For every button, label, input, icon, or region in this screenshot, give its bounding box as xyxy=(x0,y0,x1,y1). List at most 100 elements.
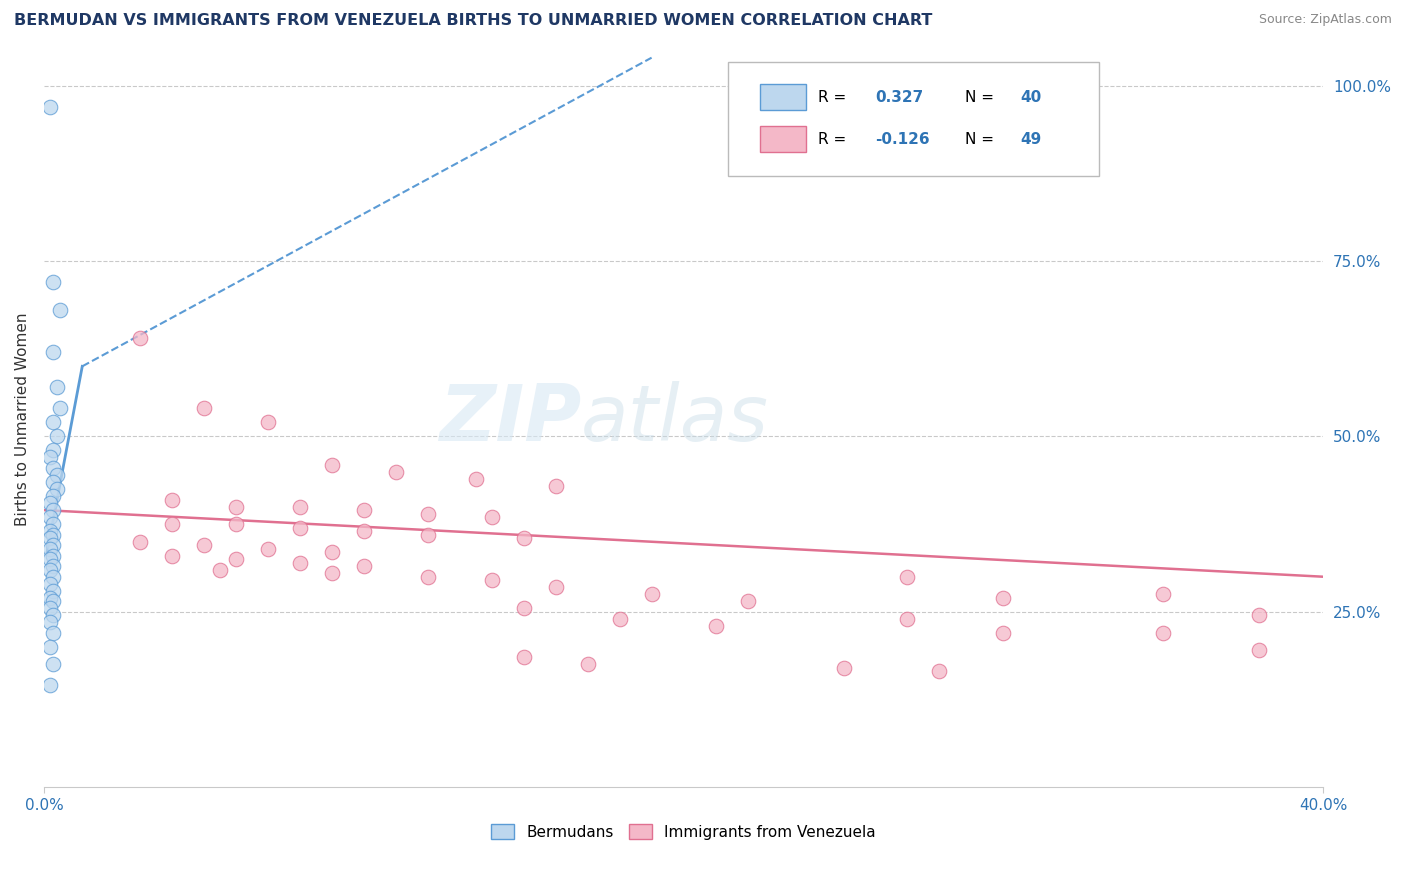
Point xyxy=(39,563,62,577)
Point xyxy=(42,608,65,623)
Point xyxy=(160,492,183,507)
Point xyxy=(42,657,65,672)
Text: R =: R = xyxy=(818,89,851,104)
Point xyxy=(42,594,65,608)
Point xyxy=(416,570,439,584)
Point xyxy=(39,552,62,566)
Point xyxy=(49,401,72,416)
Point xyxy=(1152,587,1174,601)
Point xyxy=(45,482,67,496)
Point xyxy=(288,556,311,570)
Point xyxy=(321,458,343,472)
Point xyxy=(39,541,62,556)
Point xyxy=(39,591,62,605)
Point xyxy=(39,615,62,630)
Point xyxy=(321,545,343,559)
FancyBboxPatch shape xyxy=(761,126,807,153)
Point xyxy=(1249,608,1271,623)
FancyBboxPatch shape xyxy=(761,84,807,111)
Point xyxy=(993,625,1015,640)
Point xyxy=(576,657,599,672)
Point xyxy=(544,580,567,594)
Point xyxy=(39,601,62,615)
Point xyxy=(160,549,183,563)
Point xyxy=(256,416,278,430)
Point xyxy=(225,500,247,514)
Point xyxy=(42,559,65,574)
Point xyxy=(42,517,65,532)
Point xyxy=(42,538,65,552)
Point xyxy=(512,531,534,545)
Point xyxy=(45,380,67,394)
Point xyxy=(39,640,62,654)
Point xyxy=(42,625,65,640)
Point xyxy=(42,549,65,563)
Point xyxy=(128,534,150,549)
Point xyxy=(42,503,65,517)
Point xyxy=(256,541,278,556)
Text: N =: N = xyxy=(965,89,998,104)
Point xyxy=(39,531,62,545)
Point xyxy=(928,665,950,679)
Point xyxy=(1249,643,1271,657)
Point xyxy=(896,612,918,626)
Point xyxy=(704,619,727,633)
Point xyxy=(42,475,65,489)
Point xyxy=(45,468,67,483)
Point xyxy=(288,500,311,514)
Point xyxy=(225,552,247,566)
Text: 0.327: 0.327 xyxy=(876,89,924,104)
Point xyxy=(512,601,534,615)
Point xyxy=(45,429,67,443)
Point xyxy=(416,527,439,541)
Text: -0.126: -0.126 xyxy=(876,131,931,146)
Point xyxy=(42,489,65,503)
Point xyxy=(353,559,375,574)
Point xyxy=(512,650,534,665)
Point xyxy=(288,521,311,535)
Point xyxy=(481,510,503,524)
Point xyxy=(42,583,65,598)
Text: ZIP: ZIP xyxy=(439,381,581,457)
Point xyxy=(160,517,183,532)
Point xyxy=(39,510,62,524)
Point xyxy=(42,443,65,458)
Text: R =: R = xyxy=(818,131,851,146)
FancyBboxPatch shape xyxy=(728,62,1099,176)
Text: N =: N = xyxy=(965,131,998,146)
Point xyxy=(39,450,62,465)
Point xyxy=(39,678,62,692)
Point xyxy=(42,345,65,359)
Point xyxy=(353,503,375,517)
Point xyxy=(39,524,62,538)
Point xyxy=(384,465,406,479)
Point xyxy=(42,570,65,584)
Point xyxy=(896,570,918,584)
Point xyxy=(42,275,65,289)
Point xyxy=(193,538,215,552)
Point xyxy=(42,416,65,430)
Point xyxy=(42,527,65,541)
Point xyxy=(481,573,503,587)
Legend: Bermudans, Immigrants from Venezuela: Bermudans, Immigrants from Venezuela xyxy=(485,818,882,846)
Point xyxy=(609,612,631,626)
Point xyxy=(49,303,72,318)
Point xyxy=(544,478,567,492)
Point xyxy=(128,331,150,345)
Point xyxy=(993,591,1015,605)
Text: BERMUDAN VS IMMIGRANTS FROM VENEZUELA BIRTHS TO UNMARRIED WOMEN CORRELATION CHAR: BERMUDAN VS IMMIGRANTS FROM VENEZUELA BI… xyxy=(14,13,932,29)
Point xyxy=(464,471,486,485)
Point xyxy=(1152,625,1174,640)
Y-axis label: Births to Unmarried Women: Births to Unmarried Women xyxy=(15,312,30,525)
Point xyxy=(353,524,375,538)
Point xyxy=(832,661,855,675)
Point xyxy=(193,401,215,416)
Point xyxy=(42,461,65,475)
Point xyxy=(321,566,343,581)
Text: 40: 40 xyxy=(1021,89,1042,104)
Point xyxy=(39,100,62,114)
Text: Source: ZipAtlas.com: Source: ZipAtlas.com xyxy=(1258,13,1392,27)
Point xyxy=(640,587,662,601)
Point xyxy=(225,517,247,532)
Point xyxy=(39,496,62,510)
